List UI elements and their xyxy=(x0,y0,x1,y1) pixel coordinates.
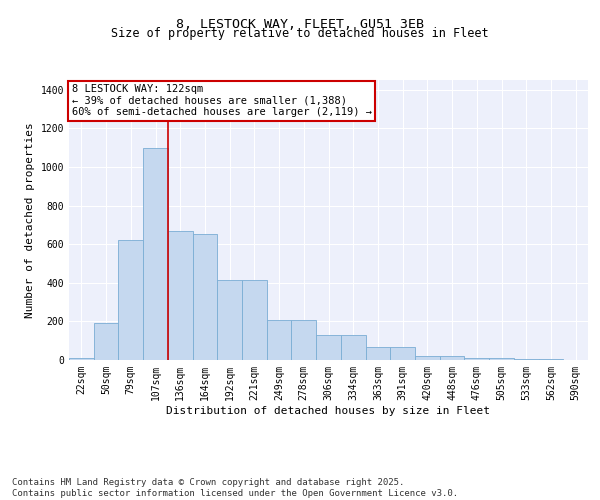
Bar xyxy=(539,359,563,360)
Text: 8, LESTOCK WAY, FLEET, GU51 3EB: 8, LESTOCK WAY, FLEET, GU51 3EB xyxy=(176,18,424,30)
Text: Contains HM Land Registry data © Crown copyright and database right 2025.
Contai: Contains HM Land Registry data © Crown c… xyxy=(12,478,458,498)
X-axis label: Distribution of detached houses by size in Fleet: Distribution of detached houses by size … xyxy=(167,406,491,415)
Bar xyxy=(489,358,514,360)
Bar xyxy=(440,356,464,360)
Text: Size of property relative to detached houses in Fleet: Size of property relative to detached ho… xyxy=(111,28,489,40)
Bar xyxy=(267,320,292,360)
Bar xyxy=(168,230,193,360)
Bar xyxy=(341,335,365,360)
Text: 8 LESTOCK WAY: 122sqm
← 39% of detached houses are smaller (1,388)
60% of semi-d: 8 LESTOCK WAY: 122sqm ← 39% of detached … xyxy=(71,84,371,117)
Bar xyxy=(143,148,168,360)
Bar xyxy=(365,348,390,360)
Bar xyxy=(415,356,440,360)
Bar xyxy=(316,335,341,360)
Bar xyxy=(242,280,267,360)
Bar xyxy=(514,359,539,360)
Bar xyxy=(390,348,415,360)
Bar xyxy=(69,358,94,360)
Y-axis label: Number of detached properties: Number of detached properties xyxy=(25,122,35,318)
Bar xyxy=(292,320,316,360)
Bar xyxy=(94,324,118,360)
Bar xyxy=(217,280,242,360)
Bar xyxy=(118,240,143,360)
Bar xyxy=(464,358,489,360)
Bar xyxy=(193,234,217,360)
